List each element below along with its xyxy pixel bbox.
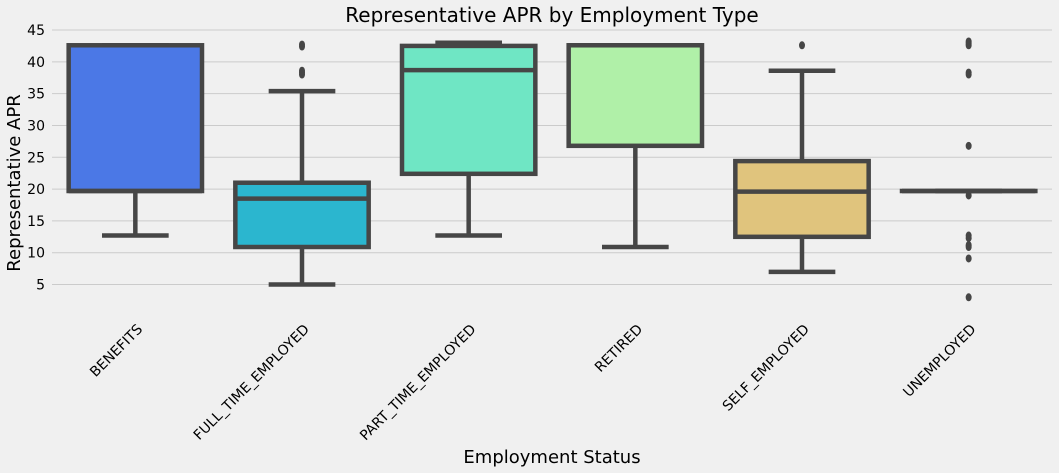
chart-title: Representative APR by Employment Type: [345, 3, 758, 27]
outlier-point: [965, 231, 972, 240]
x-tick-labels: BENEFITS FULL_TIME_EMPLOYED PART_TIME_EMPL…: [87, 321, 979, 443]
box-iqr: [566, 43, 705, 149]
y-tick-label-15: 15: [27, 214, 45, 230]
y-tick-label-5: 5: [36, 278, 45, 294]
box-group-full-time-employed: [233, 40, 371, 287]
box-group-retired: [566, 43, 705, 250]
outlier-point: [965, 68, 972, 77]
x-tick-label-part-time-employed: PART_TIME_EMPLOYED: [357, 322, 479, 444]
outlier-point: [965, 254, 972, 263]
y-tick-label-40: 40: [27, 55, 45, 71]
outlier-point: [965, 191, 972, 200]
x-tick-label-unemployed: UNEMPLOYED: [900, 322, 979, 401]
y-tick-label-45: 45: [27, 23, 45, 39]
outlier-point: [799, 41, 805, 50]
x-tick-label-benefits: BENEFITS: [87, 321, 146, 380]
y-tick-labels: 5 10 15 20 25 30 35 40 45: [27, 23, 45, 294]
x-tick-label-full-time-employed: FULL_TIME_EMPLOYED: [191, 322, 313, 444]
box-iqr: [66, 43, 205, 194]
box-group-benefits: [66, 43, 205, 238]
x-tick-label-retired: RETIRED: [592, 322, 646, 376]
outlier-point: [299, 66, 305, 75]
y-tick-label-10: 10: [27, 246, 45, 262]
y-axis-label: Representative APR: [4, 94, 25, 271]
y-tick-label-25: 25: [27, 150, 45, 166]
box-group-unemployed: [899, 37, 1038, 302]
y-tick-label-30: 30: [27, 118, 45, 134]
outlier-point: [965, 37, 972, 46]
outlier-point: [299, 40, 305, 49]
boxes: [66, 37, 1038, 302]
x-axis-label: Employment Status: [463, 447, 640, 468]
outlier-point: [965, 241, 972, 250]
outlier-point: [965, 293, 972, 302]
box-iqr: [733, 158, 871, 240]
box-group-part-time-employed: [399, 40, 538, 238]
box-iqr: [233, 180, 371, 250]
y-tick-label-20: 20: [27, 182, 45, 198]
box-iqr: [399, 43, 538, 177]
outlier-point: [965, 141, 972, 150]
x-tick-label-self-employed: SELF_EMPLOYED: [720, 322, 813, 415]
grid-lines: [52, 29, 1052, 286]
box-group-self-employed: [733, 41, 871, 275]
y-tick-label-35: 35: [27, 87, 45, 103]
